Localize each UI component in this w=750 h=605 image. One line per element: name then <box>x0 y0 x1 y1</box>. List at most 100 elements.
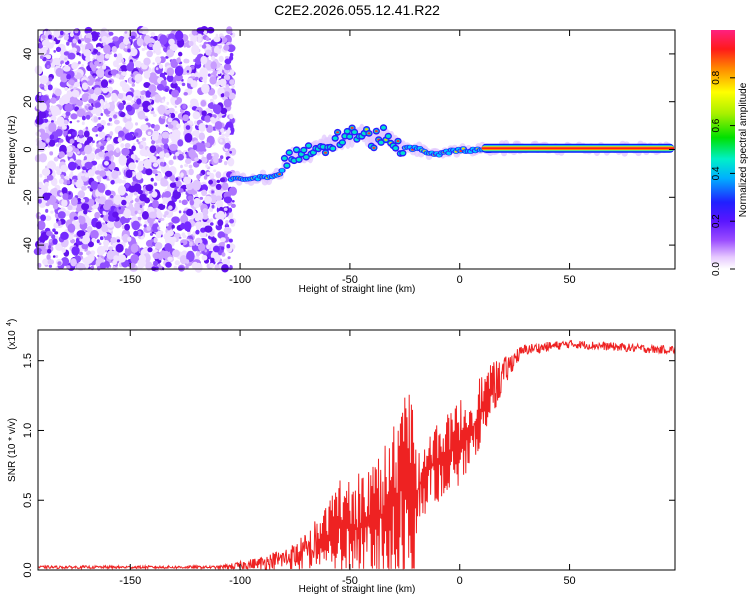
noise-speckle <box>228 238 233 243</box>
x-tick-label: 0 <box>457 274 463 286</box>
noise-speckle <box>81 203 90 211</box>
noise-speckle <box>46 174 54 181</box>
noise-speckle <box>194 56 202 65</box>
noise-speckle <box>38 153 48 163</box>
noise-speckle <box>52 40 56 45</box>
noise-speckle <box>110 237 117 243</box>
ridge-blob-mid <box>347 134 353 139</box>
noise-speckle <box>180 172 184 177</box>
noise-speckle <box>96 123 102 128</box>
noise-speckle <box>219 138 223 143</box>
noise-speckle <box>152 113 157 118</box>
noise-speckle <box>126 155 129 159</box>
noise-speckle <box>53 156 59 162</box>
noise-speckle <box>130 74 134 77</box>
noise-speckle <box>71 131 76 136</box>
noise-speckle <box>121 179 127 184</box>
noise-speckle <box>199 44 203 47</box>
noise-speckle <box>164 243 173 252</box>
noise-speckle <box>129 47 138 57</box>
noise-speckle <box>73 148 80 153</box>
noise-speckle <box>195 251 201 257</box>
noise-speckle <box>47 34 53 40</box>
noise-speckle <box>102 222 105 225</box>
noise-speckle <box>189 199 195 206</box>
ridge-blob-mid <box>291 158 297 163</box>
noise-speckle <box>98 196 107 205</box>
noise-speckle <box>55 46 62 53</box>
noise-speckle <box>55 143 60 147</box>
noise-speckle <box>131 145 136 152</box>
noise-speckle <box>177 153 184 161</box>
noise-speckle <box>225 220 229 224</box>
noise-speckle <box>160 217 165 221</box>
noise-speckle <box>152 199 159 209</box>
noise-speckle <box>198 122 206 132</box>
noise-speckle <box>167 117 173 123</box>
noise-speckle <box>161 99 165 103</box>
noise-speckle <box>97 179 102 183</box>
noise-speckle <box>40 250 47 255</box>
noise-speckle <box>188 149 196 159</box>
noise-speckle <box>84 161 93 169</box>
noise-speckle <box>229 150 233 154</box>
noise-speckle <box>141 137 147 141</box>
noise-speckle <box>173 155 177 160</box>
noise-speckle <box>100 145 105 150</box>
noise-speckle <box>44 41 51 47</box>
noise-speckle <box>205 142 211 148</box>
colorbar-label: Normalized spectral amplitude <box>738 82 749 217</box>
noise-speckle <box>85 126 89 130</box>
noise-speckle <box>201 254 208 261</box>
noise-speckle <box>201 83 210 94</box>
noise-speckle <box>94 170 101 175</box>
noise-speckle <box>145 118 149 122</box>
noise-speckle <box>159 34 168 45</box>
ridge-blob-core <box>367 132 371 135</box>
noise-speckle <box>211 237 217 243</box>
noise-speckle <box>205 36 210 42</box>
noise-speckle <box>214 121 223 130</box>
ridge-blob-mid <box>393 146 398 151</box>
noise-speckle <box>224 58 232 65</box>
noise-speckle <box>195 221 203 229</box>
noise-speckle <box>71 89 80 98</box>
noise-speckle <box>155 67 159 71</box>
noise-speckle <box>91 237 96 243</box>
noise-speckle <box>52 228 56 232</box>
noise-speckle <box>117 185 126 196</box>
noise-speckle <box>76 52 81 56</box>
noise-speckle <box>77 198 81 202</box>
noise-speckle <box>44 176 48 179</box>
noise-speckle <box>130 254 140 264</box>
noise-speckle <box>141 211 149 220</box>
noise-speckle <box>93 49 99 54</box>
noise-speckle <box>76 120 80 123</box>
noise-speckle <box>139 204 143 209</box>
noise-speckle <box>121 147 130 156</box>
noise-speckle <box>96 245 106 256</box>
noise-speckle <box>155 242 163 250</box>
noise-speckle <box>178 51 183 57</box>
noise-speckle <box>39 55 44 59</box>
noise-speckle <box>178 236 182 239</box>
colorbar-tick-label: 0.8 <box>711 70 722 84</box>
noise-speckle <box>103 44 111 54</box>
noise-speckle <box>128 185 137 193</box>
noise-speckle <box>74 28 79 34</box>
noise-speckle <box>50 97 57 104</box>
noise-speckle <box>121 71 127 77</box>
noise-speckle <box>81 115 86 121</box>
ridge-blob-mid <box>286 150 292 155</box>
noise-speckle <box>171 89 180 98</box>
noise-speckle <box>184 133 193 143</box>
noise-speckle <box>66 265 71 270</box>
noise-speckle <box>78 129 84 136</box>
noise-speckle <box>47 248 52 254</box>
noise-speckle <box>168 205 173 210</box>
noise-speckle <box>42 192 51 201</box>
noise-speckle <box>97 126 103 132</box>
noise-speckle <box>148 43 154 48</box>
y-tick-label: -20 <box>22 189 34 205</box>
snr-y-ticks: 0.0 0.5 1.0 1.5 <box>22 353 675 578</box>
